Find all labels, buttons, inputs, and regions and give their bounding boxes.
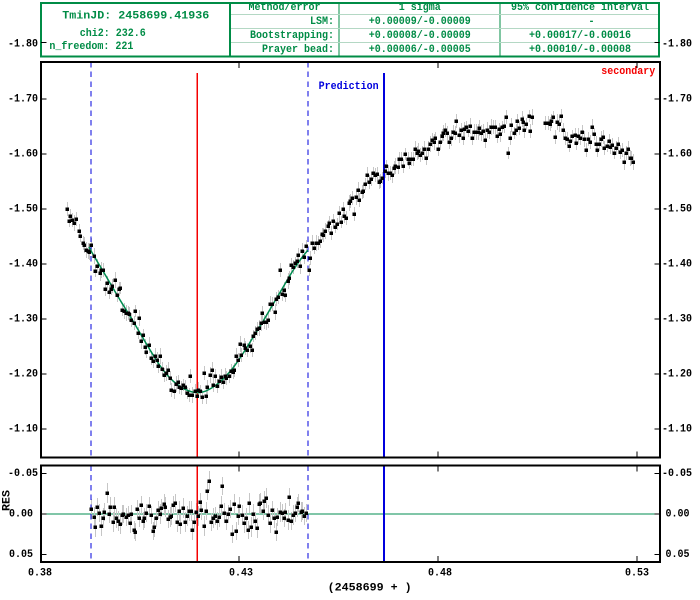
- svg-text:-1.50: -1.50: [8, 204, 38, 216]
- svg-text:Prayer bead:: Prayer bead:: [262, 44, 334, 56]
- svg-text:0.05: 0.05: [9, 549, 33, 561]
- svg-text:-1.10: -1.10: [8, 424, 38, 436]
- svg-text:-1.30: -1.30: [662, 314, 692, 326]
- svg-text:Bootstrapping:: Bootstrapping:: [250, 30, 334, 42]
- svg-text:Method/error: Method/error: [249, 2, 321, 14]
- svg-text:-1.20: -1.20: [662, 369, 692, 381]
- svg-text:0.05: 0.05: [666, 549, 690, 561]
- svg-text:-1.70: -1.70: [662, 94, 692, 106]
- svg-text:Prediction: Prediction: [319, 81, 379, 93]
- svg-text:LSM:: LSM:: [310, 16, 334, 28]
- svg-text:-1.60: -1.60: [662, 149, 692, 161]
- svg-text:(2458699 + ): (2458699 + ): [328, 583, 412, 595]
- svg-text:+0.00010/-0.00008: +0.00010/-0.00008: [529, 44, 631, 56]
- svg-text:0.38: 0.38: [28, 568, 52, 580]
- svg-text:secondary: secondary: [601, 66, 655, 78]
- svg-text:95% confidence interval: 95% confidence interval: [511, 2, 649, 14]
- svg-text:-1.50: -1.50: [662, 204, 692, 216]
- svg-text:-1.30: -1.30: [8, 314, 38, 326]
- svg-text:-1.40: -1.40: [662, 259, 692, 271]
- svg-text:n_freedom: 221: n_freedom: 221: [49, 41, 133, 53]
- svg-text:-0.05: -0.05: [662, 468, 692, 480]
- svg-text:+0.00006/-0.00005: +0.00006/-0.00005: [369, 44, 471, 56]
- svg-text:0.00: 0.00: [666, 509, 690, 521]
- svg-text:-1.60: -1.60: [8, 149, 38, 161]
- svg-text:+0.00009/-0.00009: +0.00009/-0.00009: [369, 16, 471, 28]
- svg-text:0.48: 0.48: [428, 568, 452, 580]
- svg-text:RES: RES: [2, 490, 14, 511]
- svg-text:chi2: 232.6: chi2: 232.6: [80, 28, 146, 40]
- svg-text:-0.05: -0.05: [8, 468, 38, 480]
- svg-text:TminJD: 2458699.41936: TminJD: 2458699.41936: [62, 10, 209, 22]
- svg-text:-: -: [589, 16, 595, 28]
- svg-text:+0.00008/-0.00009: +0.00008/-0.00009: [369, 30, 471, 42]
- svg-text:-1.10: -1.10: [662, 424, 692, 436]
- svg-text:-1.80: -1.80: [8, 39, 38, 51]
- svg-text:1 sigma: 1 sigma: [399, 2, 441, 14]
- svg-text:0.00: 0.00: [9, 509, 33, 521]
- svg-text:+0.00017/-0.00016: +0.00017/-0.00016: [529, 30, 631, 42]
- svg-text:0.43: 0.43: [229, 568, 253, 580]
- svg-text:-1.80: -1.80: [662, 39, 692, 51]
- svg-text:-1.40: -1.40: [8, 259, 38, 271]
- svg-text:-1.70: -1.70: [8, 94, 38, 106]
- svg-text:-1.20: -1.20: [8, 369, 38, 381]
- svg-text:0.53: 0.53: [625, 568, 649, 580]
